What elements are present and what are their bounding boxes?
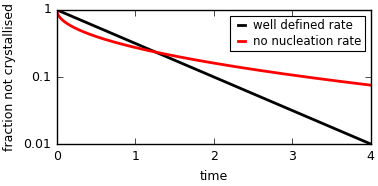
no nucleation rate	[369, 84, 373, 86]
well defined rate	[54, 9, 59, 11]
well defined rate	[302, 114, 306, 117]
well defined rate	[369, 143, 373, 145]
Legend: well defined rate, no nucleation rate: well defined rate, no nucleation rate	[231, 16, 365, 51]
Line: no nucleation rate: no nucleation rate	[57, 10, 371, 85]
no nucleation rate	[302, 76, 306, 78]
no nucleation rate	[54, 9, 59, 11]
well defined rate	[207, 74, 212, 76]
no nucleation rate	[207, 61, 212, 63]
Line: well defined rate: well defined rate	[57, 10, 371, 144]
well defined rate	[70, 16, 75, 18]
no nucleation rate	[359, 83, 364, 85]
no nucleation rate	[359, 83, 364, 85]
no nucleation rate	[199, 60, 203, 62]
Y-axis label: fraction not crystallised: fraction not crystallised	[3, 3, 16, 151]
well defined rate	[359, 139, 364, 141]
well defined rate	[359, 139, 364, 141]
X-axis label: time: time	[200, 170, 228, 183]
no nucleation rate	[70, 26, 75, 28]
well defined rate	[199, 70, 203, 73]
